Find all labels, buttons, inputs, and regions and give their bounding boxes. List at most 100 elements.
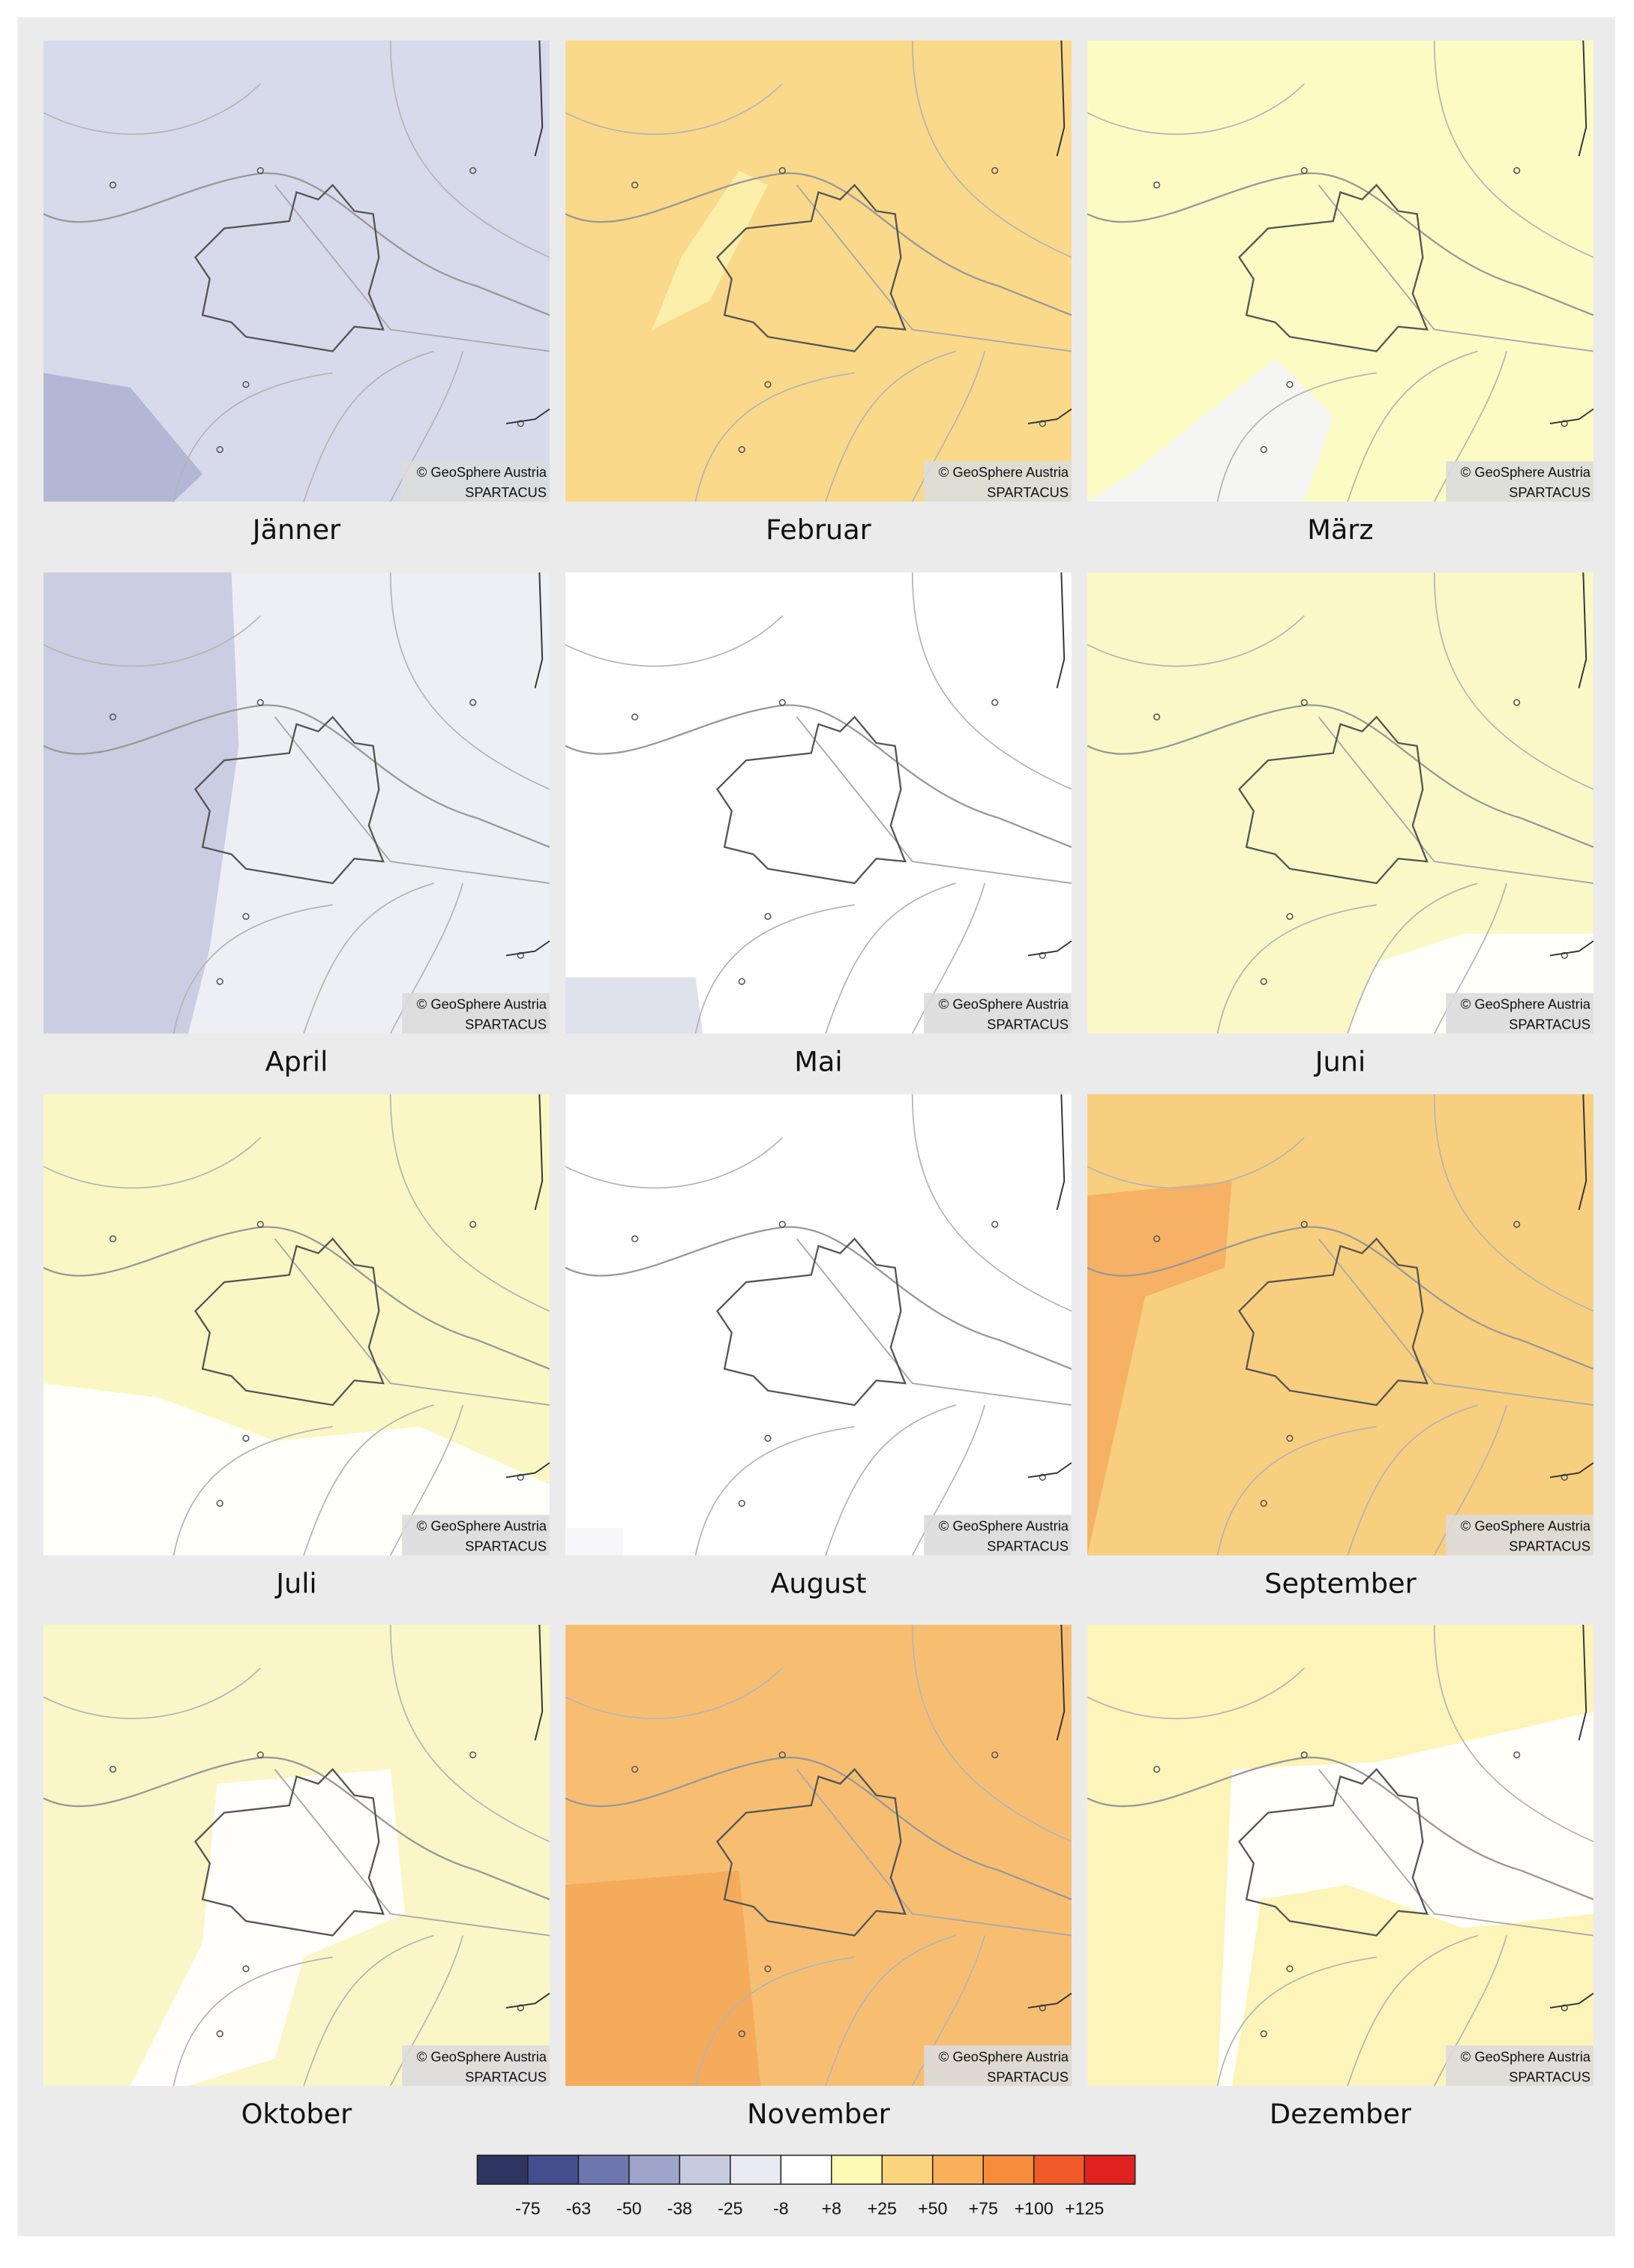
town-marker xyxy=(1513,1751,1521,1759)
town-marker xyxy=(1153,1235,1161,1242)
legend-swatch xyxy=(931,2154,984,2185)
credit-box xyxy=(1446,993,1594,1034)
border-line xyxy=(505,1094,550,1479)
town-marker xyxy=(242,381,250,388)
month-label: Mai xyxy=(794,1046,842,1078)
town-marker xyxy=(631,1235,639,1242)
map-region xyxy=(565,977,703,1034)
legend-label: +50 xyxy=(918,2199,947,2219)
river xyxy=(1087,1094,1594,1556)
map-panel: © GeoSphere Austria SPARTACUS xyxy=(43,1625,550,2087)
town-marker xyxy=(469,166,477,175)
river xyxy=(565,40,1072,502)
month-label: November xyxy=(747,2098,890,2130)
road xyxy=(796,184,1072,352)
town-marker xyxy=(764,1434,772,1442)
city-border xyxy=(715,1237,907,1407)
town-marker xyxy=(1513,699,1521,706)
border-line xyxy=(505,572,550,957)
border-line xyxy=(505,40,550,424)
town-marker xyxy=(1300,1221,1308,1228)
city-border xyxy=(193,1237,385,1407)
source-text: SPARTACUS xyxy=(1509,2069,1591,2084)
town-marker xyxy=(1300,699,1308,706)
source-text: SPARTACUS xyxy=(465,2069,547,2084)
town-marker xyxy=(469,1751,477,1759)
map-region xyxy=(43,373,203,502)
town-marker xyxy=(109,181,117,189)
map-panel: © GeoSphere Austria SPARTACUS xyxy=(565,572,1072,1034)
credit-box xyxy=(924,2045,1072,2087)
source-text: SPARTACUS xyxy=(465,484,547,500)
legend-label: -63 xyxy=(566,2199,591,2219)
month-label: März xyxy=(1307,514,1373,546)
river xyxy=(1087,1625,1594,2087)
month-label: Juli xyxy=(274,1568,316,1600)
map-panel: © GeoSphere Austria SPARTACUS xyxy=(1087,40,1594,502)
map-background xyxy=(1087,40,1594,502)
credit-box xyxy=(1446,461,1594,502)
road xyxy=(274,1769,550,1937)
border-line xyxy=(1027,1625,1072,2009)
town-marker xyxy=(109,1235,117,1242)
river xyxy=(1087,40,1594,502)
map-panel: © GeoSphere Austria SPARTACUS xyxy=(565,40,1072,502)
legend-label: -75 xyxy=(515,2199,540,2219)
legend-swatch xyxy=(1084,2154,1136,2185)
border-line xyxy=(1027,572,1072,957)
town-marker xyxy=(764,912,772,920)
town-marker xyxy=(1260,978,1267,985)
credit-box xyxy=(1446,2045,1594,2087)
town-marker xyxy=(469,1221,477,1228)
town-marker xyxy=(216,1500,223,1507)
credit-text: © GeoSphere Austria xyxy=(1461,1518,1591,1534)
credit-text: © GeoSphere Austria xyxy=(417,464,547,480)
city-border xyxy=(715,1768,907,1937)
credit-text: © GeoSphere Austria xyxy=(939,1518,1069,1534)
town-marker xyxy=(778,166,786,175)
road xyxy=(274,1238,550,1406)
legend-label: -8 xyxy=(773,2199,789,2219)
legend-swatch xyxy=(1033,2154,1085,2185)
town-marker xyxy=(738,1500,745,1507)
town-marker xyxy=(631,1766,639,1773)
town-marker xyxy=(1260,445,1267,454)
map-region xyxy=(1087,1181,1232,1556)
credit-box xyxy=(402,2045,550,2087)
town-marker xyxy=(1153,713,1161,721)
map-background xyxy=(565,572,1072,1034)
legend-swatch xyxy=(982,2154,1035,2185)
river xyxy=(43,1094,550,1556)
road xyxy=(1318,184,1594,352)
town-marker xyxy=(631,713,639,721)
town-marker xyxy=(1260,2030,1267,2038)
credit-text: © GeoSphere Austria xyxy=(939,996,1069,1012)
credit-text: © GeoSphere Austria xyxy=(1461,464,1591,480)
city-border xyxy=(193,715,385,885)
town-marker xyxy=(1153,181,1161,189)
town-marker xyxy=(216,978,223,985)
city-border xyxy=(1237,184,1429,352)
map-region xyxy=(565,1527,624,1556)
river xyxy=(43,1625,550,2087)
map-region xyxy=(1217,1711,1594,2087)
town-marker xyxy=(1286,912,1294,920)
source-text: SPARTACUS xyxy=(987,484,1069,500)
credit-box xyxy=(402,993,550,1034)
border-line xyxy=(1549,40,1594,424)
month-label: September xyxy=(1264,1568,1417,1600)
town-marker xyxy=(778,1751,786,1759)
border-line xyxy=(1549,1625,1594,2009)
month-label: April xyxy=(265,1046,328,1078)
source-text: SPARTACUS xyxy=(987,1538,1069,1554)
town-marker xyxy=(256,1751,264,1759)
river xyxy=(565,572,1072,1034)
town-marker xyxy=(991,1221,999,1228)
town-marker xyxy=(778,699,786,706)
town-marker xyxy=(469,699,477,706)
legend-label: +125 xyxy=(1065,2199,1104,2219)
town-marker xyxy=(1300,166,1308,175)
town-marker xyxy=(1513,1221,1521,1228)
town-marker xyxy=(738,978,745,985)
